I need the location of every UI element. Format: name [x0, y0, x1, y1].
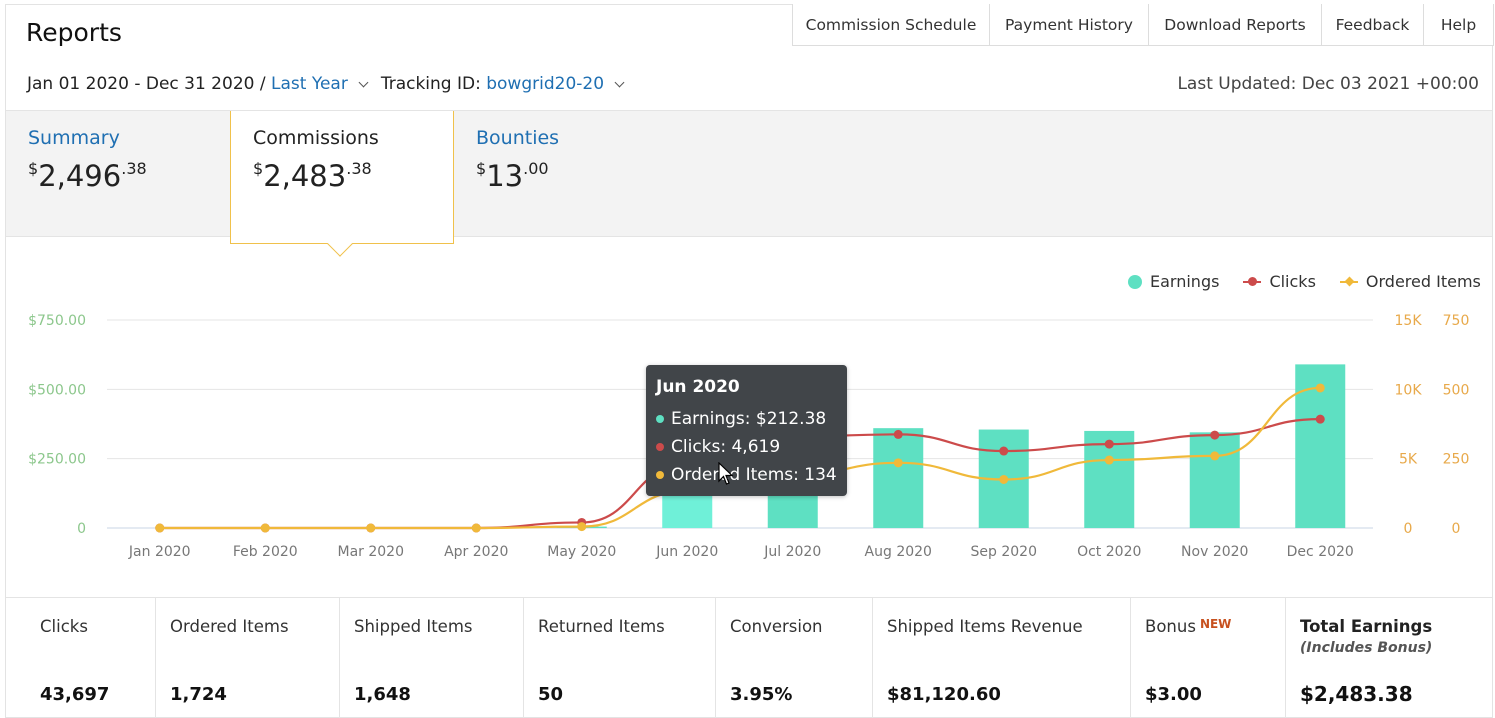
report-filters: Jan 01 2020 - Dec 31 2020 / Last Year Tr…: [27, 74, 637, 94]
date-preset-dropdown[interactable]: Last Year: [271, 74, 348, 94]
tab-bounties[interactable]: Bounties $13.00: [454, 111, 678, 238]
tab-commissions-label: Commissions: [253, 127, 379, 149]
legend-earnings-dot: [1128, 274, 1142, 289]
stat-bonus: Bonus NEW $3.00: [1131, 598, 1286, 718]
tab-summary-label: Summary: [28, 127, 120, 149]
legend-clicks[interactable]: Clicks: [1243, 272, 1316, 291]
legend-ordered-items[interactable]: Ordered Items: [1339, 272, 1481, 291]
tracking-id-dropdown[interactable]: bowgrid20-20: [486, 74, 605, 94]
stats-bar: Clicks 43,697 Ordered Items 1,724 Shippe…: [6, 597, 1492, 718]
legend-ordered-marker: [1339, 280, 1358, 283]
feedback-link[interactable]: Feedback: [1321, 4, 1424, 46]
stat-total-earnings: Total Earnings (Includes Bonus) $2,483.38: [1300, 617, 1433, 706]
date-range-text: Jan 01 2020 - Dec 31 2020 /: [27, 74, 266, 94]
tooltip-ordered-items: Ordered Items: 134: [656, 461, 837, 489]
report-tabs: Summary $2,496.38 Commissions $2,483.38 …: [6, 110, 1492, 257]
stat-conversion: Conversion 3.95%: [716, 598, 873, 718]
tooltip-clicks: Clicks: 4,619: [656, 433, 837, 461]
mouse-cursor-icon: [718, 462, 734, 485]
new-badge: NEW: [1199, 617, 1232, 631]
chart-legend: Earnings Clicks Ordered Items: [1128, 272, 1495, 291]
stat-clicks: Clicks 43,697: [6, 598, 156, 718]
tab-commissions-amount: $2,483.38: [253, 159, 372, 193]
stat-ordered-items: Ordered Items 1,724: [156, 598, 340, 718]
tab-summary[interactable]: Summary $2,496.38: [6, 111, 230, 238]
legend-clicks-marker: [1243, 276, 1262, 286]
legend-earnings[interactable]: Earnings: [1128, 272, 1219, 291]
stat-shipped-revenue: Shipped Items Revenue $81,120.60: [873, 598, 1131, 718]
payment-history-link[interactable]: Payment History: [989, 4, 1149, 46]
stat-returned-items: Returned Items 50: [524, 598, 716, 718]
chevron-down-icon[interactable]: [358, 77, 369, 87]
tracking-label: Tracking ID:: [380, 74, 481, 94]
last-updated-text: Last Updated: Dec 03 2021 +00:00: [1177, 74, 1479, 94]
chart-tooltip: Jun 2020 Earnings: $212.38 Clicks: 4,619…: [646, 365, 847, 496]
help-link[interactable]: Help: [1423, 4, 1494, 46]
tab-commissions[interactable]: Commissions $2,483.38: [230, 111, 454, 257]
stat-shipped-items: Shipped Items 1,648: [340, 598, 524, 718]
tab-bounties-amount: $13.00: [476, 159, 549, 193]
commission-schedule-link[interactable]: Commission Schedule: [792, 4, 990, 46]
tooltip-earnings: Earnings: $212.38: [656, 405, 837, 433]
download-reports-link[interactable]: Download Reports: [1148, 4, 1322, 46]
page-title: Reports: [26, 18, 122, 47]
top-nav: Commission Schedule Payment History Down…: [792, 4, 1494, 46]
tab-bounties-label: Bounties: [476, 127, 560, 149]
chevron-down-icon[interactable]: [614, 77, 625, 87]
tooltip-title: Jun 2020: [656, 377, 740, 397]
tab-summary-amount: $2,496.38: [28, 159, 147, 193]
